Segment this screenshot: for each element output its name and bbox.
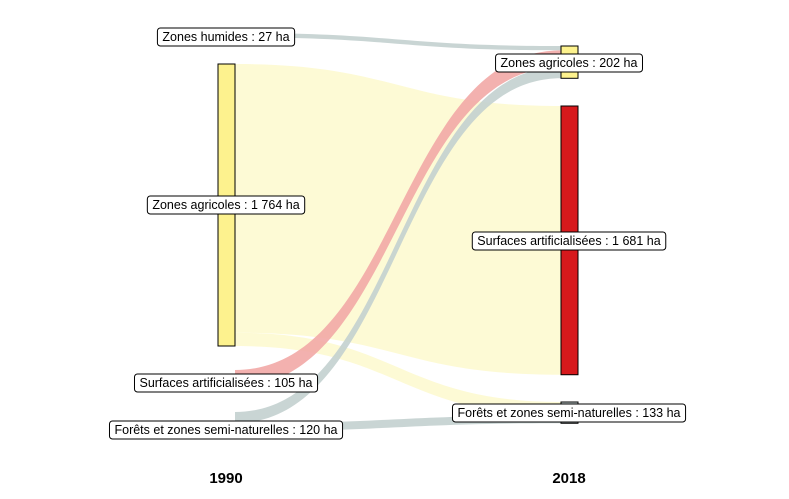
node-label-text: Surfaces artificialisées : 1 681 ha xyxy=(477,234,660,248)
label-box xyxy=(156,27,296,47)
flow-h1990-a2018 xyxy=(235,33,561,51)
flow-a1990-f2018 xyxy=(235,332,561,416)
node-label-f1990: Forêts et zones semi-naturelles : 120 ha xyxy=(108,420,344,440)
label-box xyxy=(146,195,306,215)
label-box xyxy=(108,420,344,440)
node-label-h1990: Zones humides : 27 ha xyxy=(156,27,296,47)
node-label-a1990: Zones agricoles : 1 764 ha xyxy=(146,195,306,215)
node-label-f2018: Forêts et zones semi-naturelles : 133 ha xyxy=(451,403,687,423)
node-label-a2018: Zones agricoles : 202 ha xyxy=(495,53,643,73)
flow-f1990-a2018 xyxy=(235,67,561,424)
label-box xyxy=(451,403,687,423)
flow-s1990-a2018 xyxy=(235,50,561,387)
node-label-text: Surfaces artificialisées : 105 ha xyxy=(139,376,312,390)
node-label-text: Zones agricoles : 1 764 ha xyxy=(152,198,299,212)
node-label-s1990: Surfaces artificialisées : 105 ha xyxy=(133,373,319,393)
node-label-text: Forêts et zones semi-naturelles : 120 ha xyxy=(114,423,337,437)
node-label-text: Forêts et zones semi-naturelles : 133 ha xyxy=(457,406,680,420)
year-label-2018: 2018 xyxy=(552,470,585,487)
node-label-s2018: Surfaces artificialisées : 1 681 ha xyxy=(471,231,667,251)
labels-layer: Zones humides : 27 ha Zones agricoles : 1… xyxy=(108,27,687,440)
label-box xyxy=(133,373,319,393)
label-box xyxy=(495,53,643,73)
label-box xyxy=(471,231,667,251)
node-label-text: Zones agricoles : 202 ha xyxy=(501,56,638,70)
node-label-text: Zones humides : 27 ha xyxy=(162,30,289,44)
year-label-1990: 1990 xyxy=(209,470,242,487)
